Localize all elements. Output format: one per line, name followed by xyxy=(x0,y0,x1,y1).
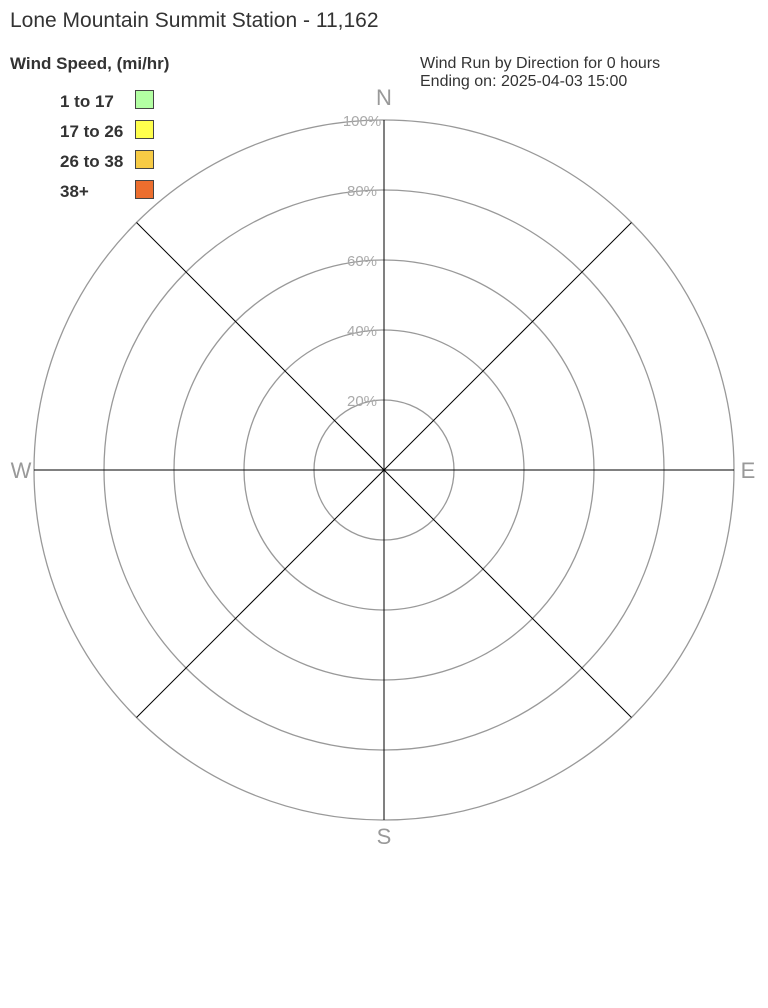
direction-spoke xyxy=(383,469,632,718)
legend-label: 38+ xyxy=(60,182,89,201)
radial-tick-label: 100% xyxy=(343,113,381,130)
legend-swatch xyxy=(135,150,154,169)
direction-spoke xyxy=(136,222,385,471)
legend-item: 17 to 26 xyxy=(60,120,160,150)
chart-title: Lone Mountain Summit Station - 11,162 xyxy=(10,9,379,32)
legend-label: 17 to 26 xyxy=(60,122,124,141)
compass-label-n: N xyxy=(376,85,392,110)
radial-tick-label: 80% xyxy=(347,183,377,200)
radial-tick-label: 20% xyxy=(347,393,377,410)
compass-label-e: E xyxy=(741,458,756,483)
legend-swatch xyxy=(135,90,154,109)
direction-spoke xyxy=(383,222,632,471)
subtitle-line-1: Wind Run by Direction for 0 hours xyxy=(420,55,661,72)
legend-item: 1 to 17 xyxy=(60,90,160,120)
compass-label-s: S xyxy=(377,824,392,849)
legend-item: 38+ xyxy=(60,180,160,210)
subtitle-line-2: Ending on: 2025-04-03 15:00 xyxy=(420,73,628,90)
legend-label: 1 to 17 xyxy=(60,92,114,111)
legend-item: 26 to 38 xyxy=(60,150,160,180)
legend-label: 26 to 38 xyxy=(60,152,124,171)
chart-subtitle: Wind Run by Direction for 0 hours Ending… xyxy=(420,55,660,91)
legend: 1 to 17 17 to 26 26 to 38 38+ xyxy=(60,90,160,210)
radial-tick-label: 60% xyxy=(347,253,377,270)
legend-swatch xyxy=(135,180,154,199)
legend-title: Wind Speed, (mi/hr) xyxy=(10,54,170,73)
radial-tick-label: 40% xyxy=(347,323,377,340)
direction-spoke xyxy=(136,469,385,718)
compass-label-w: W xyxy=(11,458,32,483)
legend-swatch xyxy=(135,120,154,139)
